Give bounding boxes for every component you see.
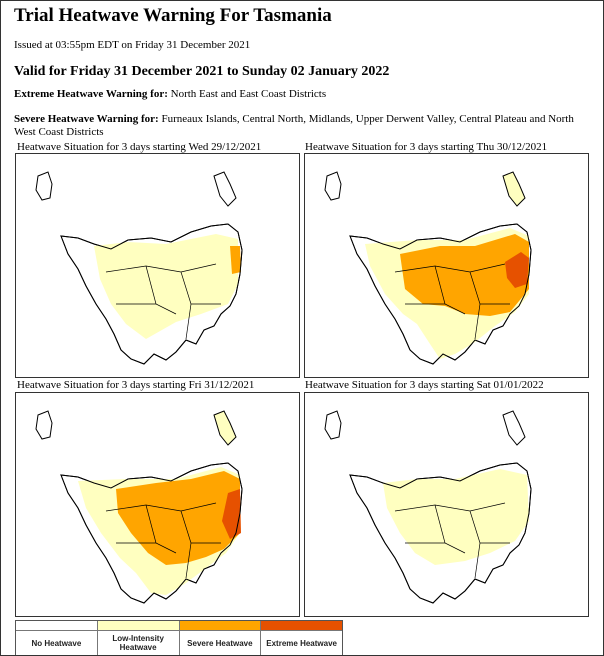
legend-swatch [16, 621, 97, 631]
king-island [35, 410, 53, 440]
legend-label: Low-Intensity Heatwave [112, 634, 164, 652]
flinders-island [502, 410, 526, 446]
heatwave-map-3 [15, 392, 300, 617]
heatwave-area-extreme [222, 489, 241, 539]
legend-swatch [261, 621, 342, 631]
heatwave-area-severe [116, 471, 240, 565]
extreme-warning: Extreme Heatwave Warning for: North East… [14, 88, 594, 101]
heatwave-map-1 [15, 153, 300, 378]
legend-item-none: No Heatwave [16, 621, 98, 655]
heatwave-map-4 [304, 392, 589, 617]
tasmania-coastline [349, 462, 532, 604]
severe-warning-districts: Furneaux Islands, Central North, Midland… [14, 113, 574, 138]
district-boundaries [105, 263, 221, 340]
legend-item-low: Low-Intensity Heatwave [97, 621, 180, 655]
heatwave-legend: No Heatwave Low-Intensity Heatwave Sever… [15, 620, 343, 655]
tasmania-coastline [349, 223, 532, 365]
heatwave-area-low [94, 234, 238, 339]
heatwave-area-extreme [505, 252, 529, 288]
legend-label: No Heatwave [31, 638, 82, 648]
map-title-2: Heatwave Situation for 3 days starting T… [305, 141, 548, 153]
valid-period: Valid for Friday 31 December 2021 to Sun… [14, 64, 390, 79]
king-island [324, 410, 342, 440]
king-island [324, 171, 342, 201]
page-title: Trial Heatwave Warning For Tasmania [14, 5, 332, 26]
extreme-warning-districts: North East and East Coast Districts [167, 88, 327, 100]
heatwave-area-severe [230, 246, 241, 274]
legend-item-severe: Severe Heatwave [179, 621, 262, 655]
district-boundaries [394, 263, 510, 340]
legend-item-extreme: Extreme Heatwave [261, 621, 342, 655]
legend-swatch [179, 621, 261, 631]
map-title-1: Heatwave Situation for 3 days starting W… [17, 141, 262, 153]
severe-warning: Severe Heatwave Warning for: Furneaux Is… [14, 113, 594, 139]
map-title-3: Heatwave Situation for 3 days starting F… [17, 379, 255, 391]
tasmania-map [324, 410, 532, 604]
map-title-4: Heatwave Situation for 3 days starting S… [305, 379, 544, 391]
issued-time: Issued at 03:55pm EDT on Friday 31 Decem… [14, 39, 251, 51]
tasmania-coastline [60, 462, 243, 604]
severe-warning-label: Severe Heatwave Warning for: [14, 113, 159, 125]
tasmania-map [324, 171, 532, 365]
king-island [35, 171, 53, 201]
flinders-island [213, 410, 237, 446]
tasmania-map [35, 410, 243, 604]
legend-swatch [97, 621, 179, 631]
district-boundaries [394, 502, 510, 579]
legend-label: Extreme Heatwave [266, 638, 337, 648]
extreme-warning-label: Extreme Heatwave Warning for: [14, 88, 168, 100]
heatwave-area-severe [400, 234, 529, 316]
legend-label: Severe Heatwave [187, 638, 253, 648]
tasmania-coastline [60, 223, 243, 365]
district-boundaries [105, 502, 221, 579]
flinders-island [502, 171, 526, 207]
heatwave-area-low [383, 469, 529, 565]
heatwave-map-2 [304, 153, 589, 378]
tasmania-map [35, 171, 243, 365]
flinders-island [213, 171, 237, 207]
